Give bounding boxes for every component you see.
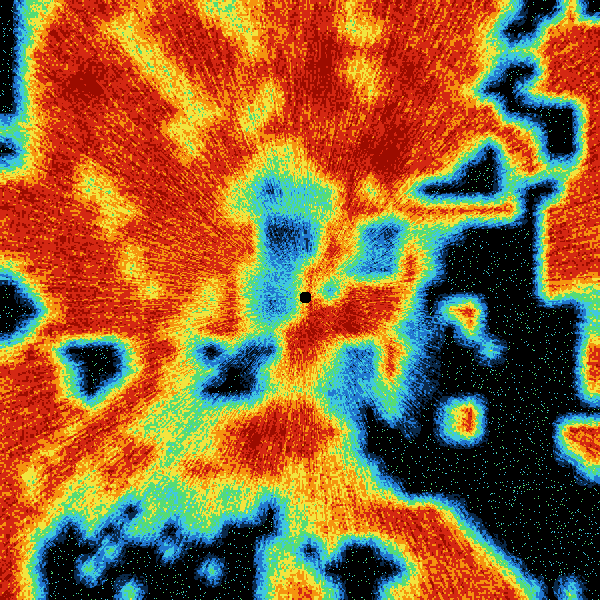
weather-radar-display (0, 0, 600, 600)
radar-image-canvas (0, 0, 600, 600)
